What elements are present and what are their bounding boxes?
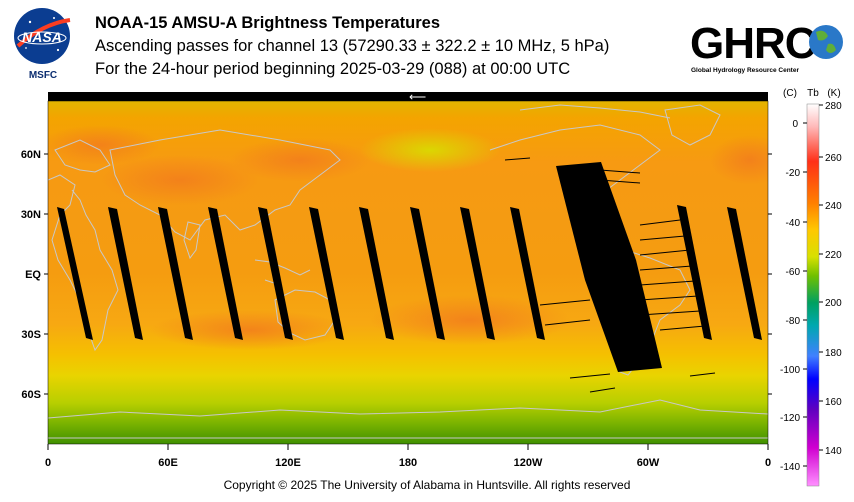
celsius-tick: -60 <box>786 267 801 278</box>
kelvin-tick: 260 <box>825 153 842 164</box>
lat-label: 30N <box>21 209 41 221</box>
lon-label: 180 <box>399 457 417 469</box>
kelvin-tick: 220 <box>825 250 842 261</box>
ghrc-logo-subtitle: Global Hydrology Resource Center <box>691 67 799 74</box>
lon-label: 60E <box>158 457 178 469</box>
colorbar-gradient <box>806 103 820 487</box>
celsius-tick: -120 <box>780 413 800 424</box>
copyright-notice: Copyright © 2025 The University of Alaba… <box>223 478 631 492</box>
axis-ticks <box>44 153 772 450</box>
kelvin-tick: 280 <box>825 101 842 112</box>
lon-label: 120W <box>514 457 543 469</box>
page-title: NOAA-15 AMSU-A Brightness Temperatures <box>95 14 441 32</box>
celsius-tick: -20 <box>786 168 801 179</box>
lon-label: 120E <box>275 457 301 469</box>
celsius-tick: -80 <box>786 316 801 327</box>
period-label: For the 24-hour period beginning 2025-03… <box>95 60 571 78</box>
colorbar-legend: (C) Tb (K) 0 -20 -40 -60 -80 -100 -120 -… <box>780 88 842 487</box>
lat-label: 30S <box>21 329 41 341</box>
coastlines <box>48 104 768 439</box>
colorbar-tb-header: Tb <box>807 88 819 99</box>
lat-label: EQ <box>25 269 41 281</box>
kelvin-tick: 240 <box>825 201 842 212</box>
scan-streaks <box>504 157 716 393</box>
brightness-temperature-map: ⟵ <box>21 90 772 469</box>
lon-label: 0 <box>45 457 51 469</box>
nasa-logo: NASA MSFC <box>12 6 74 82</box>
kelvin-tick: 140 <box>825 446 842 457</box>
lat-label: 60S <box>21 389 41 401</box>
page-subtitle: Ascending passes for channel 13 (57290.3… <box>95 37 610 55</box>
map-top-bar <box>48 92 768 101</box>
nasa-logo-text: NASA <box>22 29 62 45</box>
ghrc-logo-text: GHRC <box>690 19 816 68</box>
title-block: NOAA-15 AMSU-A Brightness Temperatures A… <box>95 12 609 81</box>
colorbar-kelvin-header: (K) <box>827 88 840 99</box>
msfc-label: MSFC <box>29 70 57 81</box>
dateline-arrow: ⟵ <box>409 90 426 104</box>
celsius-tick: -140 <box>780 462 800 473</box>
celsius-tick: -100 <box>780 365 800 376</box>
lat-label: 60N <box>21 149 41 161</box>
celsius-tick: -40 <box>786 218 801 229</box>
ghrc-logo: GHRC Global Hydrology Resource Center <box>688 10 850 76</box>
celsius-tick: 0 <box>792 119 798 130</box>
kelvin-tick: 180 <box>825 348 842 359</box>
lon-label: 0 <box>765 457 771 469</box>
lon-label: 60W <box>637 457 660 469</box>
kelvin-tick: 160 <box>825 397 842 408</box>
colorbar-celsius-header: (C) <box>783 88 797 99</box>
kelvin-tick: 200 <box>825 298 842 309</box>
orbit-gaps <box>57 162 762 372</box>
